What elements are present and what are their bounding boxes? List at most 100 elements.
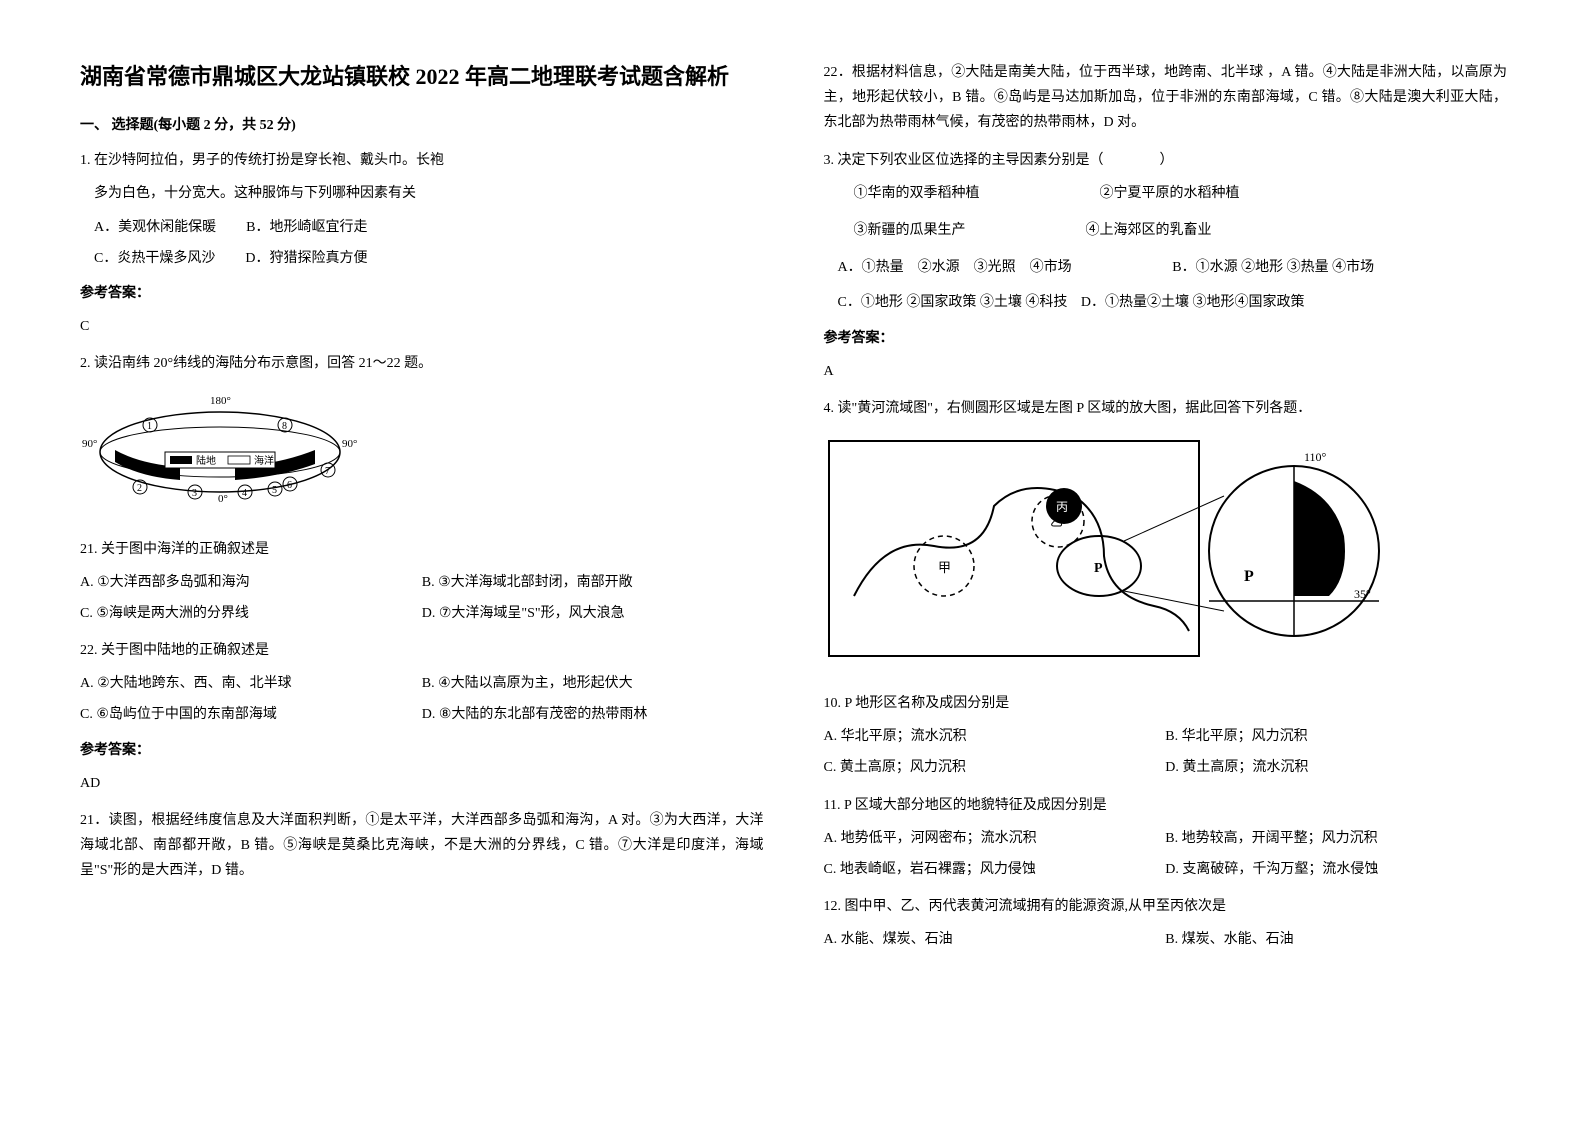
q21-row2: C. ⑤海峡是两大洲的分界线 D. ⑦大洋海域呈"S"形，风大浪急 [80,601,764,626]
q22-answer-label: 参考答案： [80,738,764,763]
explanation-21: 21．读图，根据经纬度信息及大洋面积判断，①是太平洋，大洋西部多岛弧和海沟，A … [80,808,764,884]
svg-text:1: 1 [147,421,152,432]
svg-text:6: 6 [287,480,292,491]
question-10: 10. P 地形区名称及成因分别是 A. 华北平原；流水沉积 B. 华北平原；风… [824,691,1508,781]
q11-optC: C. 地表崎岖，岩石裸露；风力侵蚀 [824,857,1166,882]
q1-row2: C．炎热干燥多风沙 D．狩猎探险真方便 [80,246,764,271]
q3-row2: C．①地形 ②国家政策 ③土壤 ④科技 D．①热量②土壤 ③地形④国家政策 [824,290,1508,315]
q10-optD: D. 黄土高原；流水沉积 [1165,755,1507,780]
q3-answer-label: 参考答案： [824,326,1508,351]
q11-optD: D. 支离破碎，千沟万壑；流水侵蚀 [1165,857,1507,882]
svg-text:5: 5 [272,485,277,496]
q22-optA: A. ②大陆地跨东、西、南、北半球 [80,671,422,696]
q3-item2: ②宁夏平原的水稻种植 [1100,181,1240,206]
legend-ocean-text: 海洋 [254,454,274,467]
svg-text:P: P [1244,568,1254,585]
question-21: 21. 关于图中海洋的正确叙述是 A. ①大洋西部多岛弧和海沟 B. ③大洋海域… [80,537,764,627]
q21-optD: D. ⑦大洋海域呈"S"形，风大浪急 [422,601,764,626]
q10-optA: A. 华北平原；流水沉积 [824,724,1166,749]
q1-num: 1. [80,153,91,168]
q1-answer: C [80,314,764,339]
question-12: 12. 图中甲、乙、丙代表黄河流域拥有的能源资源,从甲至丙依次是 A. 水能、煤… [824,894,1508,952]
q21-optB: B. ③大洋海域北部封闭，南部开敞 [422,570,764,595]
q11-row1: A. 地势低平，河网密布；流水沉积 B. 地势较高，开阔平整；风力沉积 [824,826,1508,851]
q3-optA: A．①热量 ②水源 ③光照 ④市场 [838,255,1173,280]
q11-optA: A. 地势低平，河网密布；流水沉积 [824,826,1166,851]
q3-optD: D．①热量②土壤 ③地形④国家政策 [1081,295,1305,310]
legend-land-text: 陆地 [196,454,216,467]
q1-row1: A．美观休闲能保暖 B．地形崎岖宜行走 [80,215,764,240]
fig-top-label: 180° [210,395,231,407]
q11-optB: B. 地势较高，开阔平整；风力沉积 [1165,826,1507,851]
q1-line1: 1. 在沙特阿拉伯，男子的传统打扮是穿长袍、戴头巾。长袍 [80,148,764,173]
q12-optB: B. 煤炭、水能、石油 [1165,927,1507,952]
svg-text:35°: 35° [1354,587,1371,601]
q22-row2: C. ⑥岛屿位于中国的东南部海域 D. ⑧大陆的东北部有茂密的热带雨林 [80,702,764,727]
fig-bottom-deg: 0° [218,493,228,505]
q10-num: 10. [824,696,842,711]
figure-ocean-ring: 陆地 海洋 180° 90° 90° 0° 1 8 2 3 4 5 6 7 [80,392,764,512]
page-container: 湖南省常德市鼎城区大龙站镇联校 2022 年高二地理联考试题含解析 一、 选择题… [80,60,1507,965]
q3-optB: B．①水源 ②地形 ③热量 ④市场 [1172,255,1507,280]
q10-optC: C. 黄土高原；风力沉积 [824,755,1166,780]
q10-text: 10. P 地形区名称及成因分别是 [824,691,1508,716]
q1-line2: 多为白色，十分宽大。这种服饰与下列哪种因素有关 [80,181,764,206]
q1-optC: C．炎热干燥多风沙 [94,246,215,271]
q1-text1: 在沙特阿拉伯，男子的传统打扮是穿长袍、戴头巾。长袍 [94,153,444,168]
q22-text: 22. 关于图中陆地的正确叙述是 [80,638,764,663]
q21-text: 21. 关于图中海洋的正确叙述是 [80,537,764,562]
svg-text:2: 2 [137,483,142,494]
q3-text: 3. 决定下列农业区位选择的主导因素分别是（ ） [824,148,1508,173]
left-column: 湖南省常德市鼎城区大龙站镇联校 2022 年高二地理联考试题含解析 一、 选择题… [80,60,764,965]
q3-item4: ④上海郊区的乳畜业 [1086,218,1212,243]
q11-body: P 区域大部分地区的地貌特征及成因分别是 [844,798,1107,813]
q12-num: 12. [824,899,842,914]
q3-body: 决定下列农业区位选择的主导因素分别是（ ） [838,153,1174,168]
svg-text:丙: 丙 [1056,500,1068,514]
q3-items-row1: ①华南的双季稻种植 ②宁夏平原的水稻种植 [854,181,1508,206]
q12-text: 12. 图中甲、乙、丙代表黄河流域拥有的能源资源,从甲至丙依次是 [824,894,1508,919]
question-2: 2. 读沿南纬 20°纬线的海陆分布示意图，回答 21～22 题。 陆地 海洋 [80,351,764,511]
q22-optB: B. ④大陆以高原为主，地形起伏大 [422,671,764,696]
q1-answer-label: 参考答案： [80,281,764,306]
q3-item3: ③新疆的瓜果生产 [854,218,966,243]
explanation-22: 22．根据材料信息，②大陆是南美大陆，位于西半球，地跨南、北半球 ，A 错。④大… [824,60,1508,136]
question-11: 11. P 区域大部分地区的地貌特征及成因分别是 A. 地势低平，河网密布；流水… [824,793,1508,883]
q2-num: 2. [80,356,91,371]
q22-optC: C. ⑥岛屿位于中国的东南部海域 [80,702,422,727]
right-column: 22．根据材料信息，②大陆是南美大陆，位于西半球，地跨南、北半球 ，A 错。④大… [824,60,1508,965]
q1-optB: B．地形崎岖宜行走 [246,215,367,240]
q11-num: 11. [824,798,841,813]
q10-row1: A. 华北平原；流水沉积 B. 华北平原；风力沉积 [824,724,1508,749]
q1-optA: A．美观休闲能保暖 [94,215,216,240]
q12-row1: A. 水能、煤炭、石油 B. 煤炭、水能、石油 [824,927,1508,952]
question-1: 1. 在沙特阿拉伯，男子的传统打扮是穿长袍、戴头巾。长袍 多为白色，十分宽大。这… [80,148,764,339]
exam-title: 湖南省常德市鼎城区大龙站镇联校 2022 年高二地理联考试题含解析 [80,60,764,93]
q21-body: 关于图中海洋的正确叙述是 [101,542,269,557]
q10-optB: B. 华北平原；风力沉积 [1165,724,1507,749]
q3-item1: ①华南的双季稻种植 [854,181,980,206]
q4-body: 读"黄河流域图"，右侧圆形区域是左图 P 区域的放大图，据此回答下列各题． [838,401,1312,416]
svg-text:110°: 110° [1304,450,1327,464]
q21-optA: A. ①大洋西部多岛弧和海沟 [80,570,422,595]
figure-yellow-river: 甲 乙 P 丙 110° 35° [824,436,1508,666]
q21-num: 21. [80,542,98,557]
q3-items-row2: ③新疆的瓜果生产 ④上海郊区的乳畜业 [854,218,1508,243]
q21-row1: A. ①大洋西部多岛弧和海沟 B. ③大洋海域北部封闭，南部开敞 [80,570,764,595]
q11-text: 11. P 区域大部分地区的地貌特征及成因分别是 [824,793,1508,818]
q12-optA: A. 水能、煤炭、石油 [824,927,1166,952]
svg-text:8: 8 [282,421,287,432]
question-22: 22. 关于图中陆地的正确叙述是 A. ②大陆地跨东、西、南、北半球 B. ④大… [80,638,764,796]
q4-num: 4. [824,401,835,416]
q22-row1: A. ②大陆地跨东、西、南、北半球 B. ④大陆以高原为主，地形起伏大 [80,671,764,696]
svg-text:3: 3 [192,488,197,499]
q2-textbody: 读沿南纬 20°纬线的海陆分布示意图，回答 21～22 题。 [94,356,432,371]
q22-num: 22. [80,643,98,658]
svg-text:P: P [1094,561,1103,576]
q1-optD: D．狩猎探险真方便 [245,246,367,271]
svg-text:4: 4 [242,488,247,499]
q2-text: 2. 读沿南纬 20°纬线的海陆分布示意图，回答 21～22 题。 [80,351,764,376]
svg-text:7: 7 [325,466,330,477]
q11-row2: C. 地表崎岖，岩石裸露；风力侵蚀 D. 支离破碎，千沟万壑；流水侵蚀 [824,857,1508,882]
q3-items: ①华南的双季稻种植 ②宁夏平原的水稻种植 ③新疆的瓜果生产 ④上海郊区的乳畜业 [824,181,1508,243]
